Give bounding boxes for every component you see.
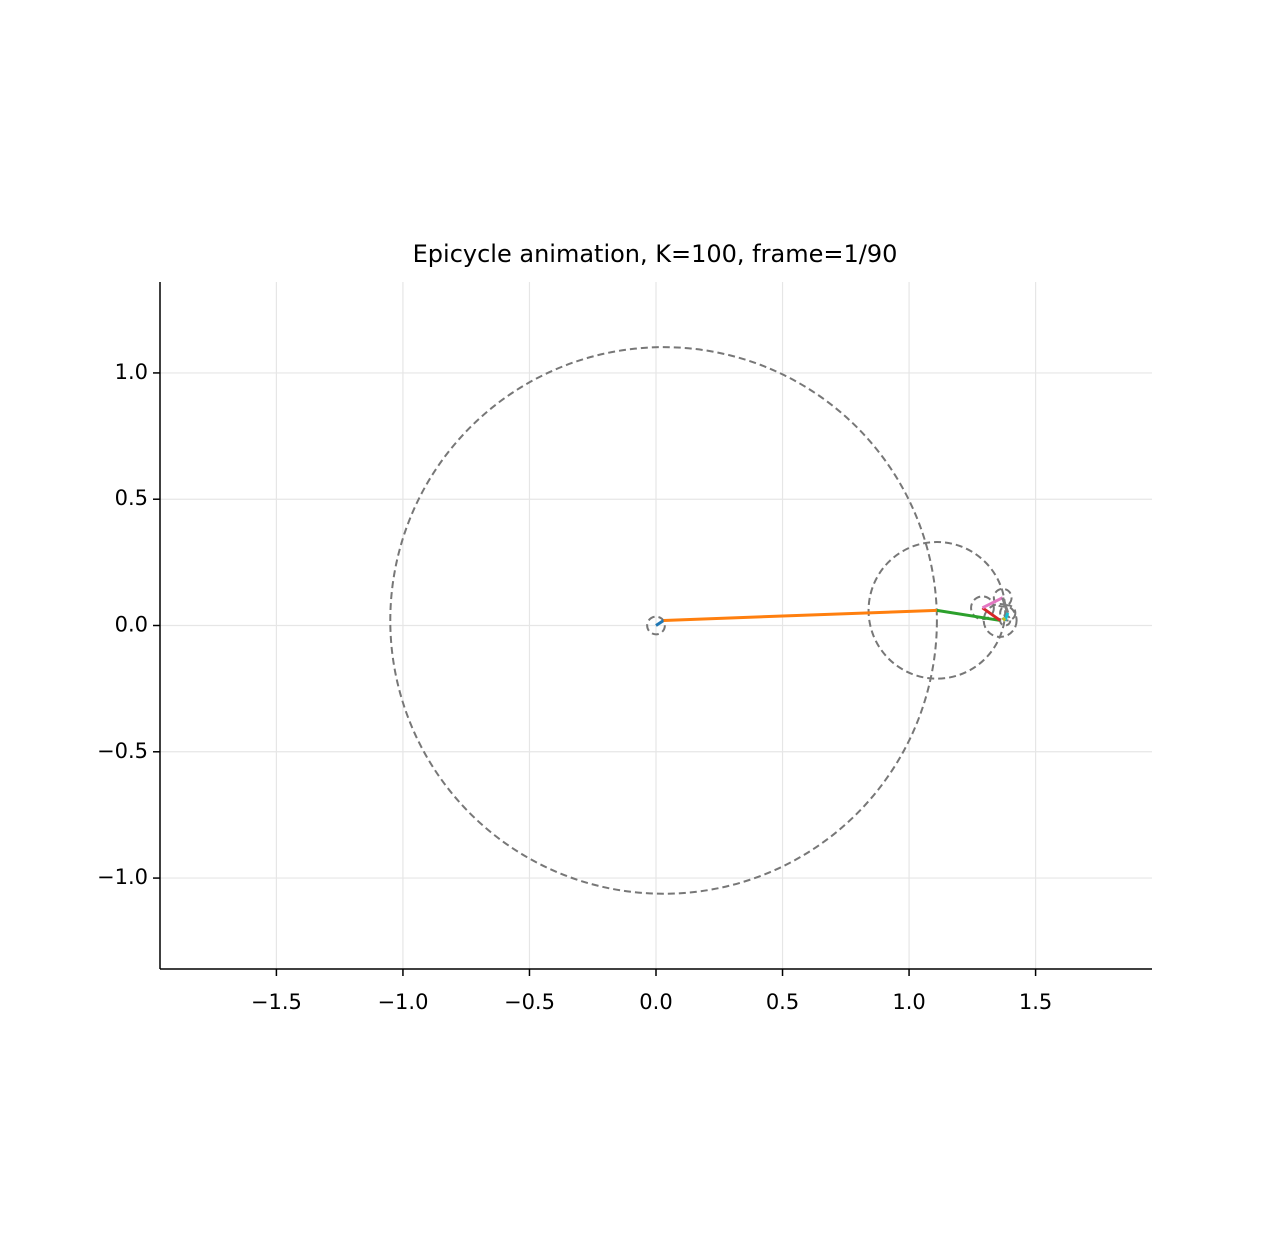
x-tick-label: 0.0 (639, 990, 672, 1014)
epicycle-arm (655, 619, 665, 627)
epicycle-arm (981, 606, 1002, 622)
epicycle-arm (1001, 597, 1010, 614)
epicycle-arm (981, 596, 1004, 610)
x-tick-label: 1.5 (1019, 990, 1052, 1014)
y-tick-label: 0.0 (115, 613, 148, 637)
epicycle-arm (936, 608, 1001, 622)
x-tick-label: −1.5 (251, 990, 302, 1014)
epicycle-circle (389, 346, 938, 895)
epicycle-circle (867, 541, 1007, 680)
epicycle-circle (999, 604, 1017, 622)
epicycle-arm (663, 608, 937, 622)
epicycle-arm (1001, 616, 1007, 622)
x-tick-label: 0.5 (766, 990, 799, 1014)
x-tick-label: −1.0 (377, 990, 428, 1014)
x-tick-label: −0.5 (504, 990, 555, 1014)
y-tick-label: 1.0 (115, 360, 148, 384)
epicycle-circle (982, 602, 1018, 638)
y-tick-label: −1.0 (97, 865, 148, 889)
y-tick-label: 0.5 (115, 486, 148, 510)
chart-title: Epicycle animation, K=100, frame=1/90 (413, 240, 898, 268)
epicycle-circle (970, 595, 995, 621)
epicycle-circle (992, 587, 1013, 608)
epicycle-circle (646, 615, 666, 636)
y-tick-label: −0.5 (97, 739, 148, 763)
x-tick-label: 1.0 (892, 990, 925, 1014)
